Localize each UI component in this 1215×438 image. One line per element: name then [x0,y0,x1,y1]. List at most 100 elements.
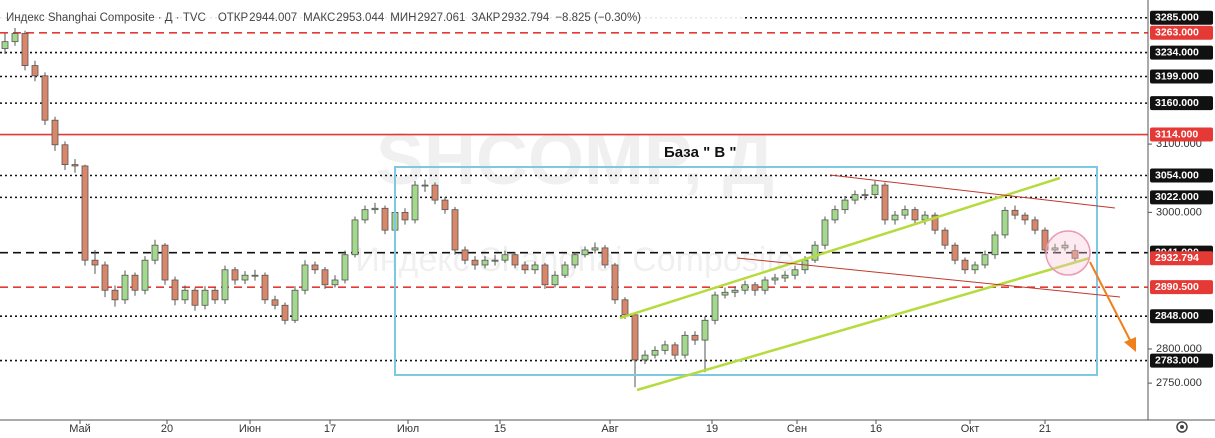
candle-body [881,184,889,221]
level-label-bg [1150,45,1213,60]
candle-body [551,274,559,286]
candle-body [591,247,599,251]
candle-body [521,264,529,271]
candle-body [791,269,799,276]
level-label-bg [1150,10,1213,25]
candle-body [481,259,489,266]
settings-icon[interactable] [1176,421,1188,433]
candle-body [691,334,699,341]
x-tick-label: Авг [601,423,618,435]
x-tick-label: Июл [397,423,419,435]
candle-body [211,289,219,301]
candle-body [561,264,569,276]
x-tick-label: 20 [161,423,173,435]
candle-body [1061,244,1069,249]
candle-body [281,304,289,321]
candle-body [611,264,619,301]
x-tick-label: 15 [494,423,506,435]
level-label: 3199.000 [1155,70,1199,82]
level-label-bg [1150,353,1213,368]
level-label-bg [1150,190,1213,205]
arrow [1089,261,1133,345]
candle-body [541,264,549,286]
candle-body [161,244,169,281]
candle-body [21,33,29,66]
candle-body [181,289,189,301]
candle-body [341,254,349,281]
candle-body [911,209,919,221]
annotation: База " В " [664,144,736,161]
candle-body [841,199,849,211]
ohlc-value: 2927.061 [417,12,465,24]
candle-body [901,209,909,216]
highlight-circle [1045,230,1091,276]
ohlc-legend: ОТКР 2944.007 МАКС 2953.044 МИН 2927.061 ЗАКР 2… [218,12,641,24]
candle-body [431,184,439,201]
header: Индекс Shanghai Composite · Д · TVC [6,12,206,24]
candle-body [291,289,299,321]
x-tick-label: 16 [870,423,882,435]
current-price-bg [1150,251,1213,266]
candle-body [991,234,999,256]
ohlc-value: 2944.007 [249,12,297,24]
candle-body [931,214,939,231]
candle-body [981,254,989,266]
candle-body [121,274,129,301]
candle-body [321,269,329,286]
x-tick-label: Окт [961,423,980,435]
candle-body [461,249,469,261]
candle-body [41,75,49,121]
header-bg [0,8,742,28]
candle-body [501,254,509,261]
candle-body [1001,209,1009,236]
candle-body [941,229,949,246]
ohlc-label: ОТКР [218,12,249,24]
level-label: 3285.000 [1155,12,1199,24]
candle-body [171,279,179,301]
trend-line [829,174,1116,209]
x-tick-label: Сен [787,423,807,435]
candle-body [421,184,429,187]
y-tick-label: 2750.000 [1156,377,1202,389]
candle-body [571,254,579,266]
x-tick-label: Май [69,423,91,435]
ohlc-label: ЗАКР [471,12,500,24]
level-label-bg [1150,280,1213,295]
level-label: 3054.000 [1155,169,1199,181]
level-label: 3263.000 [1155,27,1199,39]
ohlc-label: МАКС [303,12,335,24]
candle-body [401,211,409,221]
candle-body [131,274,139,291]
candle-body [491,259,499,262]
y-tick-label: 2800.000 [1156,343,1202,355]
candle-body [411,184,419,221]
arrow-head [1124,337,1136,352]
candle-body [301,264,309,291]
channel-line [619,176,1061,320]
candle-body [1,41,9,49]
candle-body [531,264,539,271]
ohlc-value: 2932.794 [501,12,550,24]
candle-body [91,259,99,266]
x-tick-label: Июн [239,423,261,435]
x-tick-label: 19 [706,423,718,435]
level-label: 3160.000 [1155,97,1199,109]
candle-body [671,344,679,356]
settings-icon-center[interactable] [1180,425,1184,429]
candle-body [351,219,359,256]
candle-body [851,194,859,201]
candle-body [221,269,229,301]
ohlc-label: МИН [390,12,416,24]
candle-body [511,254,519,266]
candle-body [151,244,159,261]
x-tick-label: 21 [1039,423,1051,435]
candle-body [1071,250,1079,259]
candle-body [721,291,729,296]
level-label: 3234.000 [1155,46,1199,58]
candle-body [261,274,269,301]
channel-line [636,256,1091,392]
candle-body [831,209,839,221]
candle-body [771,277,779,281]
